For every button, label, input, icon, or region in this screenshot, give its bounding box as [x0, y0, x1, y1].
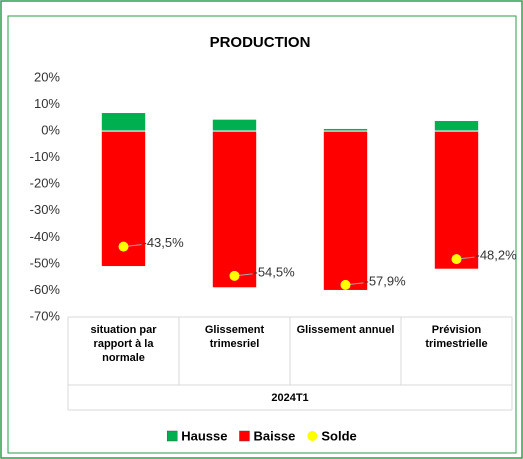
legend-label: Baisse: [253, 428, 295, 443]
solde-point: [451, 254, 462, 265]
data-label: -54,5%: [254, 264, 296, 279]
data-label: -57,9%: [365, 273, 407, 288]
x-tick-label: Glissement trimesriel: [204, 324, 265, 350]
bar: [211, 130, 258, 289]
legend-label: Solde: [321, 428, 356, 443]
legend-swatch: [239, 430, 250, 442]
bar: [322, 130, 369, 291]
data-label: -48,2%: [476, 248, 518, 263]
y-tick-label: -40%: [30, 229, 61, 244]
y-tick-label: -10%: [30, 149, 61, 164]
y-tick-label: 10%: [34, 96, 60, 111]
x-tick-label: Prévision trimestrielle: [425, 324, 488, 350]
y-tick-label: 20%: [34, 69, 60, 84]
solde-point: [118, 241, 129, 252]
y-tick-label: -30%: [30, 202, 61, 217]
bar: [100, 112, 147, 132]
bar: [433, 119, 480, 132]
bar: [211, 118, 258, 132]
y-tick-label: -60%: [30, 282, 61, 297]
legend-swatch: [307, 431, 318, 441]
solde-point: [340, 279, 351, 290]
chart-title: PRODUCTION: [210, 34, 311, 51]
solde-point: [229, 270, 240, 281]
x-tick-label: Glissement annuel: [296, 324, 395, 336]
data-label: -43,5%: [143, 235, 185, 250]
y-tick-label: 0%: [41, 123, 60, 138]
legend-label: Hausse: [181, 428, 227, 443]
y-tick-label: -50%: [30, 255, 61, 270]
x-tick-label: situation par rapport à la normale: [90, 324, 157, 364]
y-tick-label: -20%: [30, 176, 61, 191]
group-label: 2024T1: [271, 392, 308, 404]
chart-frame: [7, 15, 517, 454]
legend-swatch: [166, 430, 178, 442]
y-tick-label: -70%: [30, 308, 61, 323]
bar: [433, 130, 480, 270]
